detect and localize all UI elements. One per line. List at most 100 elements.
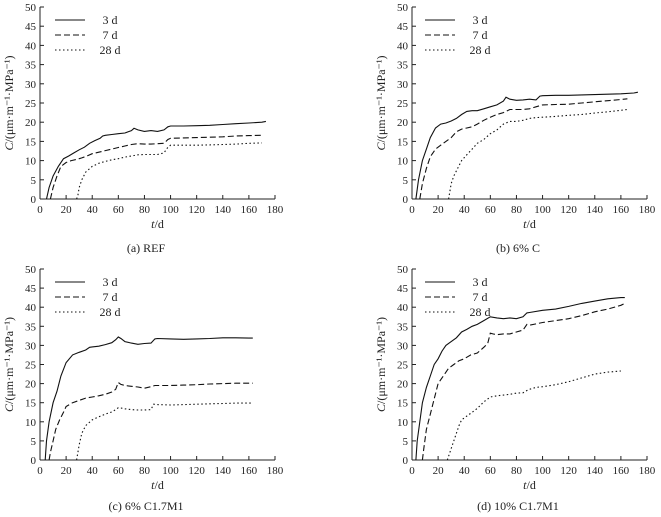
y-tick-label: 15 (397, 136, 409, 148)
x-tick-label: 80 (139, 204, 151, 216)
chart-panel-3: 0 5 10 15 20 25 30 35 40 45 50 0 20 40 60 80 100 120 140 16… (2, 264, 284, 513)
y-tick-label: 0 (31, 455, 37, 467)
y-tick-label: 25 (25, 98, 37, 110)
x-tick-label: 120 (188, 204, 205, 216)
series-line-28d (446, 370, 621, 461)
legend-label: 28 d (100, 43, 121, 57)
legend-label: 28 d (470, 305, 491, 319)
x-tick-label: 0 (37, 204, 43, 216)
x-tick-label: 40 (87, 465, 99, 477)
x-tick-label: 20 (61, 465, 73, 477)
y-tick-label: 50 (397, 2, 409, 14)
y-tick-label: 25 (397, 98, 409, 110)
y-tick-label: 40 (25, 40, 37, 52)
x-axis-label: t/d (151, 217, 164, 231)
y-tick-label: 5 (403, 436, 409, 448)
y-tick-label: 5 (403, 175, 409, 187)
panel-caption: (c) 6% C1.7M1 (109, 499, 184, 513)
y-tick-label: 50 (25, 2, 37, 14)
x-tick-label: 0 (409, 465, 415, 477)
y-tick-label: 15 (25, 398, 37, 410)
y-tick-label: 0 (403, 455, 409, 467)
x-tick-label: 120 (560, 204, 577, 216)
series-line-3d (415, 297, 625, 461)
legend-label: 7 d (473, 28, 488, 42)
x-tick-label: 160 (241, 204, 258, 216)
x-axis-label: t/d (523, 478, 536, 492)
series-line-7d (48, 381, 253, 461)
y-tick-label: 35 (397, 321, 409, 333)
y-tick-label: 5 (31, 436, 37, 448)
y-tick-label: 10 (397, 417, 409, 429)
series-line-3d (44, 336, 253, 461)
y-axis-label: C/(μm·m⁻¹·MPa⁻¹) (374, 56, 388, 151)
x-tick-label: 180 (639, 465, 656, 477)
y-tick-label: 5 (31, 175, 37, 187)
legend-label: 7 d (473, 290, 488, 304)
x-axis-label: t/d (151, 478, 164, 492)
y-tick-label: 0 (31, 194, 37, 206)
x-tick-label: 80 (511, 204, 523, 216)
y-tick-label: 30 (397, 79, 409, 91)
y-tick-label: 40 (397, 302, 409, 314)
x-tick-label: 80 (511, 465, 523, 477)
x-tick-label: 180 (639, 204, 656, 216)
x-tick-label: 160 (613, 465, 630, 477)
y-tick-label: 45 (25, 283, 37, 295)
x-tick-label: 120 (560, 465, 577, 477)
y-tick-label: 15 (25, 136, 37, 148)
y-tick-label: 20 (397, 117, 409, 129)
x-tick-label: 20 (433, 465, 445, 477)
x-tick-label: 140 (587, 465, 604, 477)
legend-label: 7 d (103, 28, 118, 42)
legend-label: 7 d (103, 290, 118, 304)
y-tick-label: 45 (25, 21, 37, 33)
series-line-3d (415, 91, 639, 200)
legend-label: 3 d (103, 275, 118, 289)
panel-caption: (b) 6% C (496, 241, 540, 255)
x-axis-label: t/d (523, 217, 536, 231)
legend-label: 3 d (103, 13, 118, 27)
y-tick-label: 40 (397, 40, 409, 52)
x-tick-label: 40 (459, 204, 471, 216)
series-line-7d (49, 134, 262, 200)
x-tick-label: 40 (87, 204, 99, 216)
x-tick-label: 60 (113, 204, 125, 216)
y-tick-label: 0 (403, 194, 409, 206)
y-tick-label: 25 (25, 360, 37, 372)
legend-label: 3 d (473, 275, 488, 289)
series-line-28d (76, 402, 253, 461)
series-line-7d (421, 302, 626, 461)
x-tick-label: 100 (162, 204, 179, 216)
x-tick-label: 100 (534, 204, 551, 216)
y-tick-label: 30 (25, 79, 37, 91)
y-tick-label: 45 (397, 21, 409, 33)
x-tick-label: 40 (459, 465, 471, 477)
panel-caption: (d) 10% C1.7M1 (477, 499, 559, 513)
x-tick-label: 80 (139, 465, 151, 477)
chart-panel-1: 0 5 10 15 20 25 30 35 40 45 50 0 20 40 60 80 100 120 140 16… (2, 2, 284, 255)
series-line-3d (45, 120, 267, 200)
x-tick-label: 140 (587, 204, 604, 216)
x-tick-label: 180 (267, 465, 284, 477)
y-tick-label: 10 (397, 156, 409, 168)
y-tick-label: 20 (25, 379, 37, 391)
y-tick-label: 10 (25, 156, 37, 168)
y-axis-label: C/(μm·m⁻¹·MPa⁻¹) (374, 317, 388, 412)
x-tick-label: 60 (485, 465, 497, 477)
y-tick-label: 35 (25, 60, 37, 72)
legend-label: 28 d (470, 43, 491, 57)
y-tick-label: 35 (25, 321, 37, 333)
series-line-7d (419, 98, 628, 200)
y-tick-label: 30 (397, 340, 409, 352)
x-tick-label: 100 (534, 465, 551, 477)
chart-panel-4: 0 5 10 15 20 25 30 35 40 45 50 0 20 40 60 80 100 120 140 16… (374, 264, 656, 513)
y-tick-label: 50 (25, 264, 37, 276)
x-tick-label: 0 (409, 204, 415, 216)
x-tick-label: 20 (61, 204, 73, 216)
y-axis-label: C/(μm·m⁻¹·MPa⁻¹) (2, 317, 16, 412)
legend-label: 28 d (100, 305, 121, 319)
legend-label: 3 d (473, 13, 488, 27)
x-tick-label: 180 (267, 204, 284, 216)
